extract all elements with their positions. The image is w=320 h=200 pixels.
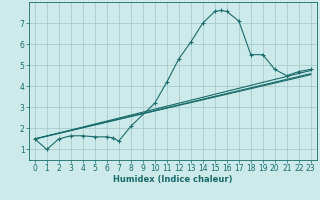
X-axis label: Humidex (Indice chaleur): Humidex (Indice chaleur) xyxy=(113,175,233,184)
